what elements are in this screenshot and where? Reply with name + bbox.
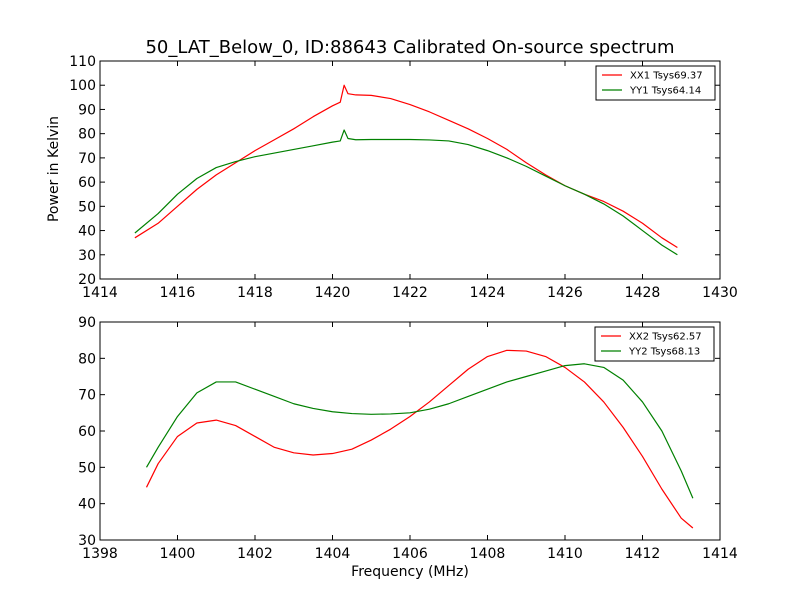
x-tick-label: 1416 <box>160 285 196 301</box>
series-line-0-0 <box>134 84 678 249</box>
y-tick-label: 70 <box>78 151 96 167</box>
y-tick-label: 70 <box>78 388 96 404</box>
y-tick-label: 90 <box>78 102 96 118</box>
x-tick-label: 1414 <box>82 285 118 301</box>
bottom-x-axis-label: Frequency (MHz) <box>351 564 469 580</box>
chart-title: 50_LAT_Below_0, ID:88643 Calibrated On-s… <box>145 37 674 58</box>
y-tick-label: 100 <box>69 78 96 94</box>
y-tick-label: 50 <box>78 460 96 476</box>
x-tick-label: 1426 <box>547 285 583 301</box>
legend-label: YY1 Tsys64.14 <box>629 86 701 97</box>
y-tick-label: 40 <box>78 224 96 240</box>
y-tick-label: 90 <box>78 315 96 331</box>
y-tick-label: 50 <box>78 199 96 215</box>
series-line-1-0 <box>145 349 694 529</box>
x-tick-label: 1400 <box>160 546 196 562</box>
y-tick-label: 30 <box>78 248 96 264</box>
series-line-1-1 <box>145 363 694 499</box>
legend-label: XX2 Tsys62.57 <box>629 332 702 343</box>
legend: XX1 Tsys69.37 YY1 Tsys64.14 <box>595 65 716 101</box>
x-tick-label: 1410 <box>547 546 583 562</box>
y-tick-label: 20 <box>78 272 96 288</box>
legend-box <box>594 326 715 362</box>
x-tick-label: 1420 <box>315 285 351 301</box>
bottom-panel: 1398 1400 1402 1404 1406 1408 1410 1412 1414 30 40… <box>78 315 738 562</box>
x-tick-label: 1412 <box>625 546 661 562</box>
x-tick-label: 1402 <box>237 546 273 562</box>
x-tick-label: 1404 <box>315 546 351 562</box>
x-tick-label: 1424 <box>470 285 506 301</box>
y-tick-label: 80 <box>78 127 96 143</box>
x-tick-label: 1430 <box>702 285 738 301</box>
top-y-axis-label: Power in Kelvin <box>46 116 62 222</box>
legend-label: YY2 Tsys68.13 <box>628 347 700 358</box>
series-line-0-1 <box>134 129 678 256</box>
x-tick-label: 1422 <box>392 285 428 301</box>
y-tick-label: 60 <box>78 175 96 191</box>
legend: XX2 Tsys62.57 YY2 Tsys68.13 <box>594 326 715 362</box>
legend-label: XX1 Tsys69.37 <box>630 71 703 82</box>
top-panel: 1414 1416 1418 1420 1422 1424 1426 1428 1430 20 30… <box>69 54 738 301</box>
x-tick-label: 1408 <box>470 546 506 562</box>
y-tick-label: 60 <box>78 424 96 440</box>
legend-box <box>595 65 716 101</box>
x-tick-label: 1428 <box>625 285 661 301</box>
y-tick-label: 40 <box>78 497 96 513</box>
x-tick-label: 1406 <box>392 546 428 562</box>
y-tick-label: 80 <box>78 351 96 367</box>
x-tick-label: 1414 <box>702 546 738 562</box>
y-tick-label: 30 <box>78 533 96 549</box>
x-tick-label: 1418 <box>237 285 273 301</box>
x-tick-label: 1398 <box>82 546 118 562</box>
y-tick-label: 110 <box>69 54 96 70</box>
